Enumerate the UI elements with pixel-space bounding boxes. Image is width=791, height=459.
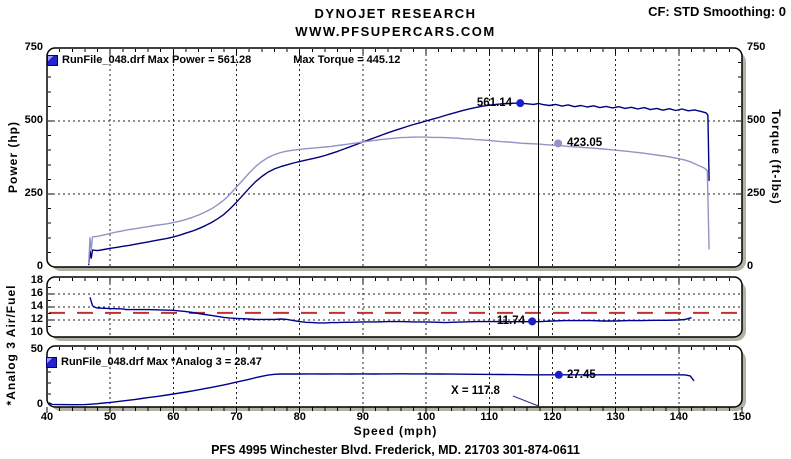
speed-axis-label: Speed (mph): [353, 424, 438, 438]
axis-tick-label: 12: [30, 313, 43, 325]
analog3-cursor-dot[interactable]: [554, 370, 563, 379]
analog3-curve: [48, 373, 695, 406]
plot-area-analog3[interactable]: [46, 345, 743, 408]
correction-smoothing-label: CF: STD Smoothing: 0: [648, 4, 786, 19]
axis-tick-label: 40: [40, 411, 54, 423]
axis-tick-label: 250: [747, 187, 766, 199]
max-analog3-legend: RunFile_048.drf Max *Analog 3 = 28.47: [61, 356, 262, 368]
airfuel-cursor-value: 11.74: [496, 315, 525, 327]
axis-tick-label: 120: [543, 411, 562, 423]
axis-tick-label: 110: [480, 411, 499, 423]
max-torque-legend: Max Torque = 445.12: [293, 54, 401, 66]
max-power-legend: RunFile_048.drf Max Power = 561.28: [62, 54, 252, 66]
airfuel-curve: [89, 297, 692, 324]
app-title: DYNOJET RESEARCH: [314, 6, 477, 21]
axis-tick-label: 750: [747, 41, 766, 53]
axis-tick-label: 500: [747, 114, 766, 126]
axis-tick-label: 10: [30, 326, 43, 338]
axis-tick-label: 90: [356, 411, 370, 423]
power-cursor-value: 561.14: [476, 97, 512, 109]
torque-curve: [88, 136, 710, 265]
axis-tick-label: 0: [36, 398, 43, 410]
axis-tick-label: 50: [30, 343, 43, 355]
axis-tick-label: 130: [606, 411, 625, 423]
axis-tick-label: 18: [30, 274, 43, 286]
power-cursor-dot[interactable]: [516, 99, 525, 108]
main-legend: RunFile_048.drf Max Power = 561.28 Max T…: [47, 54, 400, 66]
run-color-swatch-icon[interactable]: [47, 54, 58, 66]
cursor-x-annotation: X = 117.8: [451, 385, 500, 397]
run-color-swatch-icon[interactable]: [46, 356, 57, 368]
annotation-leader-line: [512, 395, 539, 407]
axis-tick-label: 50: [104, 411, 117, 423]
axis-tick-label: 500: [24, 114, 43, 126]
shop-address: PFS 4995 Winchester Blvd. Frederick, MD.…: [211, 443, 580, 457]
power-curve: [88, 102, 710, 266]
axis-tick-label: 70: [230, 411, 243, 423]
analog3-cursor-value: 27.45: [567, 369, 596, 381]
axis-tick-label: 0: [36, 260, 43, 272]
axis-tick-label: 750: [24, 41, 43, 53]
power-axis-label: Power (hp): [6, 121, 20, 193]
torque-cursor-value: 423.05: [567, 137, 603, 149]
airfuel-cursor-dot[interactable]: [528, 317, 537, 326]
axis-tick-label: 100: [416, 411, 436, 423]
torque-cursor-dot[interactable]: [554, 139, 563, 148]
axis-tick-label: 140: [669, 411, 688, 423]
analog3-legend: RunFile_048.drf Max *Analog 3 = 28.47: [46, 356, 262, 368]
axis-tick-label: 60: [167, 411, 180, 423]
plot-area-power-torque[interactable]: [46, 47, 743, 268]
shop-url: WWW.PFSUPERCARS.COM: [295, 24, 496, 39]
torque-axis-label: Torque (ft-lbs): [769, 109, 783, 205]
axis-tick-label: 250: [24, 187, 43, 199]
axis-tick-label: 150: [732, 411, 752, 423]
axis-tick-label: 80: [293, 411, 306, 423]
axis-tick-label: 0: [747, 260, 754, 272]
axis-tick-label: 14: [30, 300, 43, 312]
axis-tick-label: 16: [30, 287, 43, 299]
